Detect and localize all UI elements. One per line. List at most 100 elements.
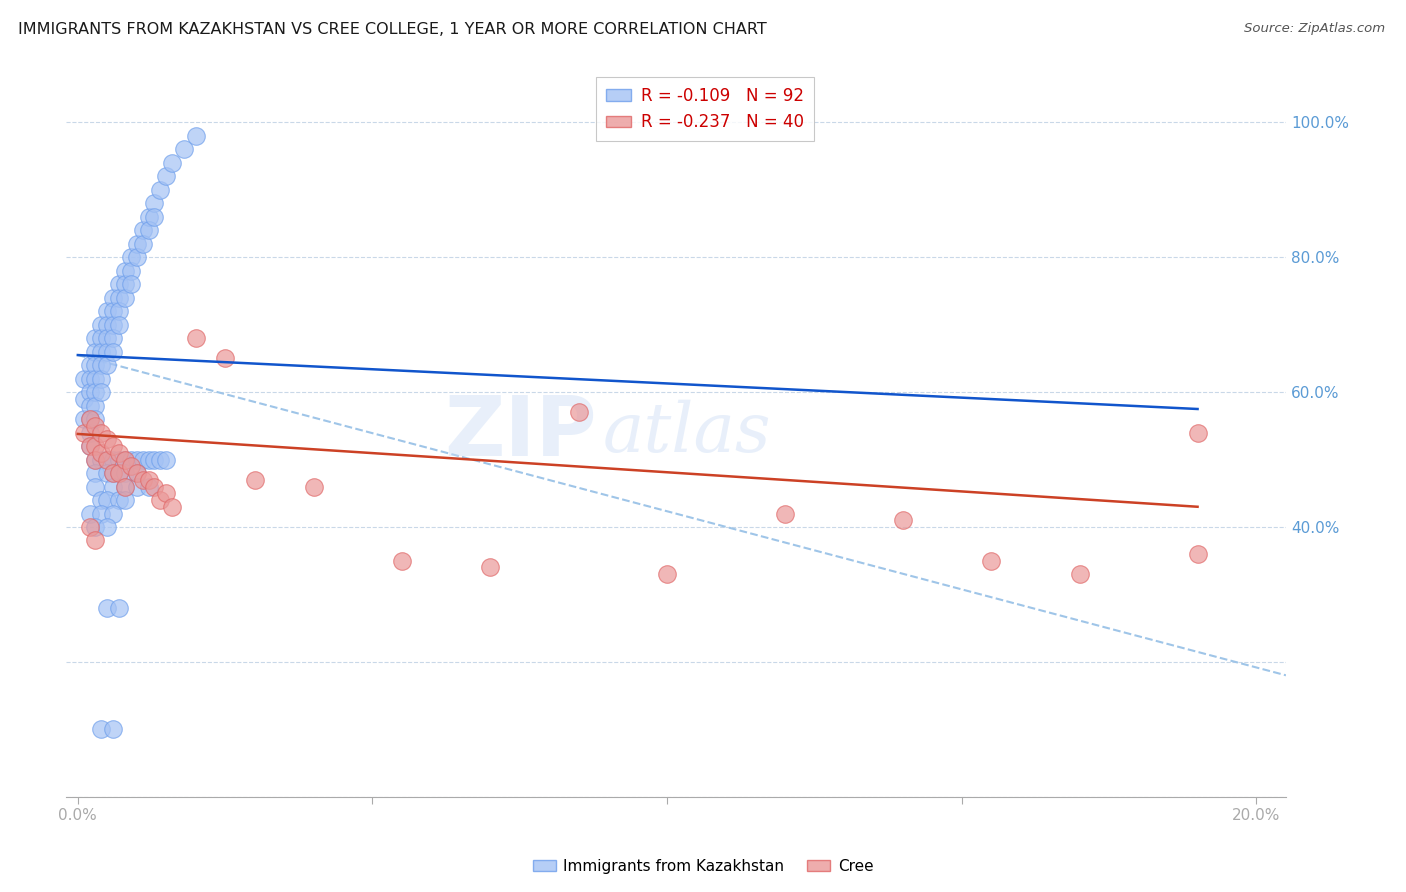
- Point: [125, 466, 148, 480]
- Point: [96, 358, 118, 372]
- Point: [90, 723, 112, 737]
- Point: [90, 493, 112, 508]
- Point: [79, 358, 101, 372]
- Point: [143, 196, 166, 211]
- Point: [160, 500, 183, 514]
- Point: [120, 264, 142, 278]
- Point: [155, 452, 177, 467]
- Point: [108, 304, 131, 318]
- Point: [108, 446, 131, 460]
- Point: [90, 344, 112, 359]
- Point: [84, 533, 107, 548]
- Point: [108, 291, 131, 305]
- Point: [1187, 425, 1209, 440]
- Point: [143, 452, 166, 467]
- Point: [131, 223, 153, 237]
- Point: [114, 291, 136, 305]
- Text: IMMIGRANTS FROM KAZAKHSTAN VS CREE COLLEGE, 1 YEAR OR MORE CORRELATION CHART: IMMIGRANTS FROM KAZAKHSTAN VS CREE COLLE…: [18, 22, 768, 37]
- Point: [73, 372, 96, 386]
- Point: [891, 513, 914, 527]
- Point: [131, 473, 153, 487]
- Point: [125, 236, 148, 251]
- Point: [101, 507, 124, 521]
- Point: [243, 473, 266, 487]
- Point: [114, 493, 136, 508]
- Point: [101, 304, 124, 318]
- Point: [96, 318, 118, 332]
- Point: [73, 392, 96, 406]
- Point: [79, 507, 101, 521]
- Point: [90, 452, 112, 467]
- Point: [96, 520, 118, 534]
- Point: [108, 493, 131, 508]
- Point: [302, 479, 325, 493]
- Point: [120, 459, 142, 474]
- Point: [149, 452, 172, 467]
- Point: [90, 425, 112, 440]
- Point: [90, 507, 112, 521]
- Point: [96, 466, 118, 480]
- Point: [73, 412, 96, 426]
- Point: [108, 600, 131, 615]
- Point: [90, 331, 112, 345]
- Point: [125, 479, 148, 493]
- Point: [79, 439, 101, 453]
- Point: [101, 723, 124, 737]
- Point: [657, 567, 679, 582]
- Point: [73, 425, 96, 440]
- Point: [84, 418, 107, 433]
- Point: [120, 250, 142, 264]
- Point: [138, 473, 160, 487]
- Point: [184, 331, 207, 345]
- Point: [114, 452, 136, 467]
- Point: [1069, 567, 1091, 582]
- Point: [138, 479, 160, 493]
- Point: [143, 210, 166, 224]
- Point: [79, 439, 101, 453]
- Point: [120, 277, 142, 292]
- Point: [84, 344, 107, 359]
- Point: [101, 318, 124, 332]
- Point: [79, 372, 101, 386]
- Point: [773, 507, 796, 521]
- Point: [101, 439, 124, 453]
- Point: [391, 554, 413, 568]
- Point: [84, 331, 107, 345]
- Point: [125, 466, 148, 480]
- Legend: R = -0.109   N = 92, R = -0.237   N = 40: R = -0.109 N = 92, R = -0.237 N = 40: [596, 77, 814, 141]
- Point: [149, 493, 172, 508]
- Point: [184, 128, 207, 143]
- Point: [101, 331, 124, 345]
- Point: [90, 372, 112, 386]
- Point: [114, 466, 136, 480]
- Point: [84, 452, 107, 467]
- Point: [84, 520, 107, 534]
- Point: [114, 264, 136, 278]
- Point: [96, 344, 118, 359]
- Point: [96, 452, 118, 467]
- Point: [84, 372, 107, 386]
- Point: [84, 385, 107, 400]
- Point: [479, 560, 502, 574]
- Point: [155, 169, 177, 184]
- Point: [1187, 547, 1209, 561]
- Point: [138, 223, 160, 237]
- Point: [96, 331, 118, 345]
- Point: [143, 479, 166, 493]
- Point: [96, 493, 118, 508]
- Point: [90, 358, 112, 372]
- Point: [101, 452, 124, 467]
- Point: [79, 412, 101, 426]
- Point: [114, 479, 136, 493]
- Point: [79, 412, 101, 426]
- Point: [125, 452, 148, 467]
- Point: [84, 358, 107, 372]
- Point: [131, 236, 153, 251]
- Point: [84, 412, 107, 426]
- Point: [108, 277, 131, 292]
- Point: [79, 399, 101, 413]
- Point: [214, 351, 236, 366]
- Point: [84, 466, 107, 480]
- Point: [120, 452, 142, 467]
- Point: [173, 143, 195, 157]
